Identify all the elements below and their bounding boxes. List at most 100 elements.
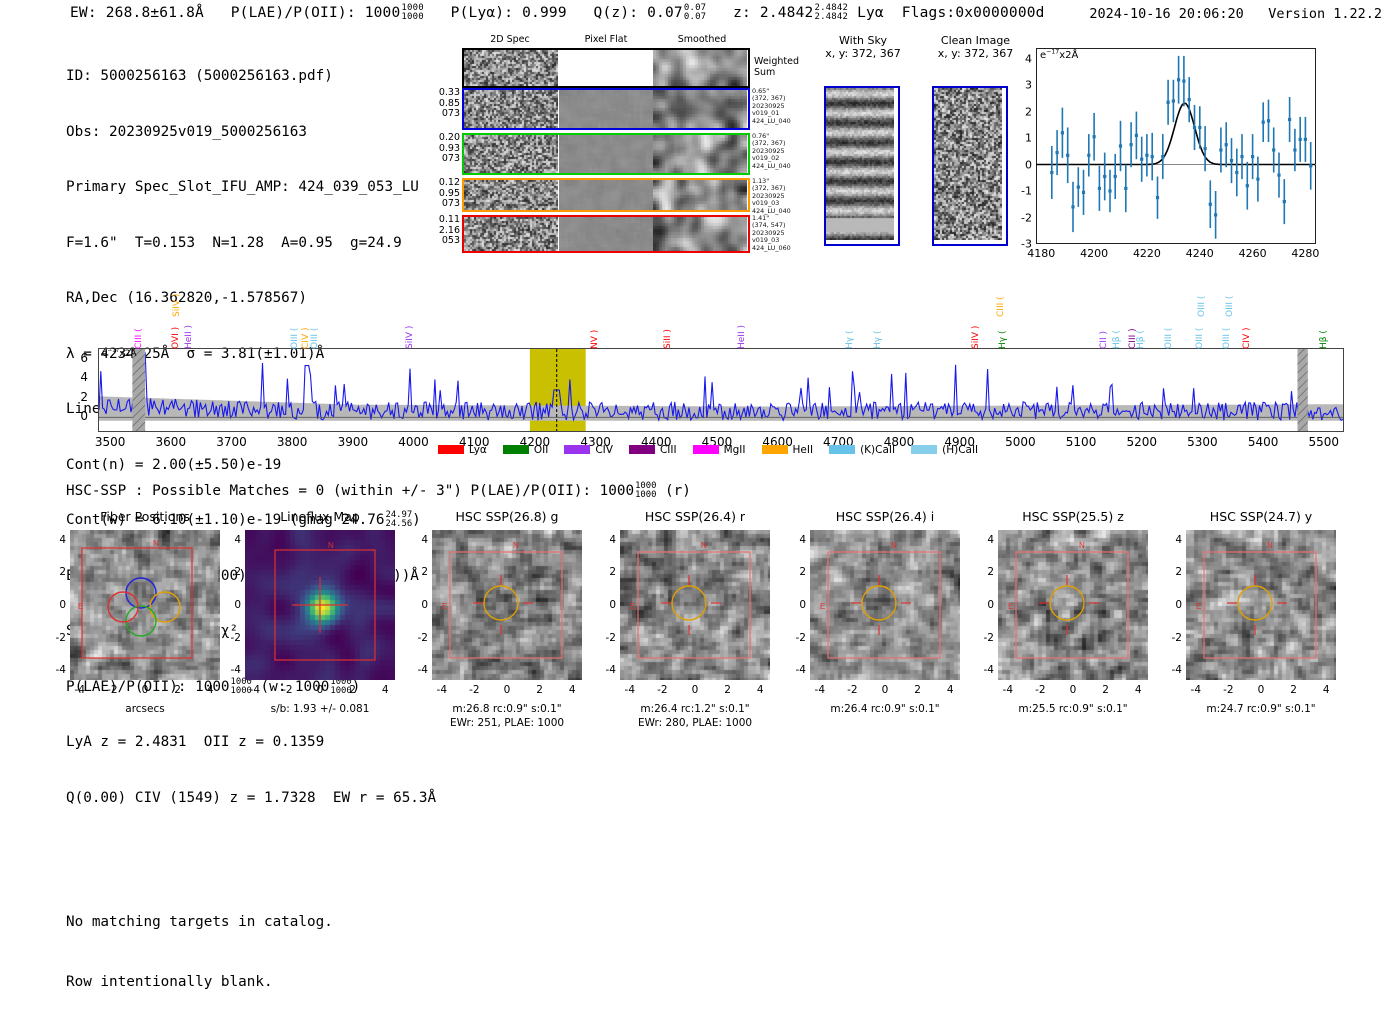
cutout-caption-line1: m:26.4 rc:1.2" s:0.1": [640, 703, 750, 715]
legend-label: (H)CaII: [942, 444, 979, 456]
emission-line-label: Hγ (: [998, 330, 1009, 349]
spectrum-row-3-info: 1.13" (372, 367) 20230925 v019_03 424_LU…: [752, 177, 791, 215]
spectrum-xtick: 4800: [883, 435, 915, 449]
cutout-image[interactable]: [432, 530, 582, 680]
svg-text:E: E: [630, 602, 635, 611]
cutout-ytick: 0: [59, 599, 66, 611]
spectrum-ytick: 0: [80, 409, 88, 424]
cutout-xtick: 2: [536, 684, 543, 696]
cutout-7[interactable]: HSC SSP(24.7) y N E -4 -2 0 2 4 -4 -2 0 2 4 m:24.7 rc…: [1172, 509, 1336, 715]
cutout-title: HSC SSP(26.4) i: [835, 509, 935, 524]
spectrum-row-1-metrics: 0.33 0.85 073: [438, 87, 460, 119]
full-spectrum-svg: [99, 349, 1343, 431]
cutout-overlay: NE: [1008, 541, 1129, 659]
cutout-title: HSC SSP(26.8) g: [455, 509, 559, 524]
cutout-2[interactable]: Lineflux Map N -4 -2 0 2 4 -4 -2 0 2 4 s/b: 1.93 +/-…: [231, 509, 395, 715]
cutout-xtick: -2: [1223, 684, 1234, 696]
cutout-1[interactable]: Fiber Positions N E -4 -2 0 2 4 -4 -2 0 2 4 arcsecs: [56, 509, 220, 715]
cutout-overlay: NE: [1196, 541, 1317, 659]
cutout-xtick: -2: [657, 684, 668, 696]
cutout-xtick: 0: [881, 684, 889, 696]
cutout-ytick: 2: [987, 566, 994, 579]
cutout-xtick: 0: [1257, 684, 1265, 696]
cutout-overlay: N: [274, 541, 376, 661]
with-sky-cutout[interactable]: [824, 86, 900, 246]
emission-line-label: Hβ (: [1135, 330, 1146, 349]
spectrum-row-3-cell-2: [653, 180, 749, 210]
cutout-image[interactable]: [620, 530, 770, 680]
cutout-image[interactable]: [70, 530, 220, 680]
cutout-ytick: 4: [421, 533, 428, 546]
line-profile-ytick: 0: [1025, 158, 1032, 172]
param-plae: P(LAE)/P(OII): 10001000 1000 (w: 10001000…: [66, 676, 361, 696]
legend-label: CIII: [659, 444, 677, 456]
cutout-xtick: 2: [1102, 684, 1109, 696]
cutout-image[interactable]: [1186, 530, 1336, 680]
cutout-caption: m:24.7 rc:0.9" s:0.1": [1206, 702, 1315, 716]
header-z: z: 2.4842: [733, 5, 814, 22]
svg-text:N: N: [1267, 541, 1273, 550]
clean-image-cutout[interactable]: [932, 86, 1008, 246]
cutout-caption: m:25.5 rc:0.9" s:0.1": [1018, 702, 1127, 716]
cutout-ytick: 2: [799, 566, 806, 579]
cutout-xtick: -4: [814, 684, 826, 696]
param-lambda-sigma: λ = 4234.25Å σ = 3.81(±1.01)Å: [66, 345, 325, 362]
emission-line-label: NV ): [589, 329, 600, 349]
param-continuum-narrow: Cont(n) = 2.00(±5.50)e-19: [66, 456, 282, 473]
emission-line-label: Hγ (: [845, 330, 856, 349]
clean-image-title: Clean Image: [940, 34, 1011, 47]
header-plae-range: 1000 1000: [401, 3, 424, 23]
svg-text:N: N: [1079, 541, 1085, 550]
spectrum-row-1[interactable]: [462, 88, 750, 130]
line-profile-frame: [1036, 48, 1316, 244]
cutout-4[interactable]: HSC SSP(26.4) r N E -4 -2 0 2 4 -4 -2 0 2 4 m:26.4 rc…: [606, 509, 770, 729]
param-plae-range: 1000 1000: [230, 676, 252, 696]
weighted-sum-cell-white: [558, 50, 654, 86]
hsc-filter: (r): [665, 483, 691, 500]
footer-line-2: Row intentionally blank.: [66, 974, 273, 990]
line-profile-xtick: 4220: [1132, 247, 1161, 260]
cutout-ytick: 4: [987, 533, 994, 546]
line-profile-svg: [1036, 55, 1316, 239]
cutout-caption: m:26.4 rc:1.2" s:0.1" EWr: 280, PLAE: 100…: [638, 702, 752, 730]
svg-text:N: N: [513, 541, 519, 550]
cutout-title: Lineflux Map: [280, 509, 360, 524]
cutout-xtick: -4: [436, 684, 448, 696]
emission-line-label: OIII (: [310, 327, 321, 349]
with-sky-coords: x, y: 372, 367: [825, 47, 901, 60]
spectrum-row-3-metrics: 0.12 0.95 073: [438, 177, 460, 209]
svg-text:N: N: [701, 541, 707, 550]
weighted-sum-cell-raw: [464, 50, 559, 86]
spectrum-row-1-cell-1: [558, 90, 654, 128]
report-version: Version 1.22.2: [1268, 6, 1382, 22]
legend-label: CIV: [595, 444, 613, 456]
line-profile-xtick: 4260: [1238, 247, 1267, 260]
weighted-sum-row[interactable]: [462, 48, 750, 88]
cutout-image[interactable]: [810, 530, 960, 680]
cutout-ytick: 4: [234, 533, 241, 546]
cutout-5[interactable]: HSC SSP(26.4) i N E -4 -2 0 2 4 -4 -2 0 2 4 m:26.4 rc…: [796, 509, 960, 715]
param-continuum-wide: Cont(w) = 6.10(±1.10)e-19 (gmag 24.7624.…: [66, 510, 421, 530]
spectrum-row-3[interactable]: [462, 178, 750, 212]
emission-line-label: OIII (: [1164, 327, 1175, 349]
spectrum-xtick: 3800: [276, 435, 308, 449]
cutout-xtick: -2: [469, 684, 480, 696]
legend-label: HeII: [792, 444, 814, 456]
cutout-6[interactable]: HSC SSP(25.5) z N E -4 -2 0 2 4 -4 -2 0 2 4 m:25.5 rc…: [984, 509, 1148, 715]
cutout-image[interactable]: [998, 530, 1148, 680]
line-profile-units: e−17x2Å: [1040, 48, 1079, 61]
cutout-ytick: -4: [1171, 664, 1182, 677]
gmag-range: 24.97 24.56: [385, 510, 413, 530]
report-datetime: 2024-10-16 20:06:20: [1089, 6, 1244, 22]
spectrum-row-2[interactable]: [462, 133, 750, 175]
cutout-xtick: 4: [381, 684, 389, 696]
cutout-ytick: -4: [55, 664, 66, 677]
cutout-3[interactable]: HSC SSP(26.8) g N E -4 -2 0 2 4 -4 -2 0 2 4 m:26.8 rc…: [418, 509, 582, 729]
cutout-xtick: -4: [624, 684, 636, 696]
svg-text:N: N: [153, 539, 159, 548]
spectrum-row-4[interactable]: [462, 215, 750, 253]
spectrum-xtick: 4900: [944, 435, 975, 449]
with-sky-title: With Sky: [839, 34, 887, 47]
spectrum-row-1-info: 0.65" (372, 367) 20230925 v019_01 424_LU…: [752, 87, 791, 125]
cutout-ytick: 0: [799, 599, 806, 611]
